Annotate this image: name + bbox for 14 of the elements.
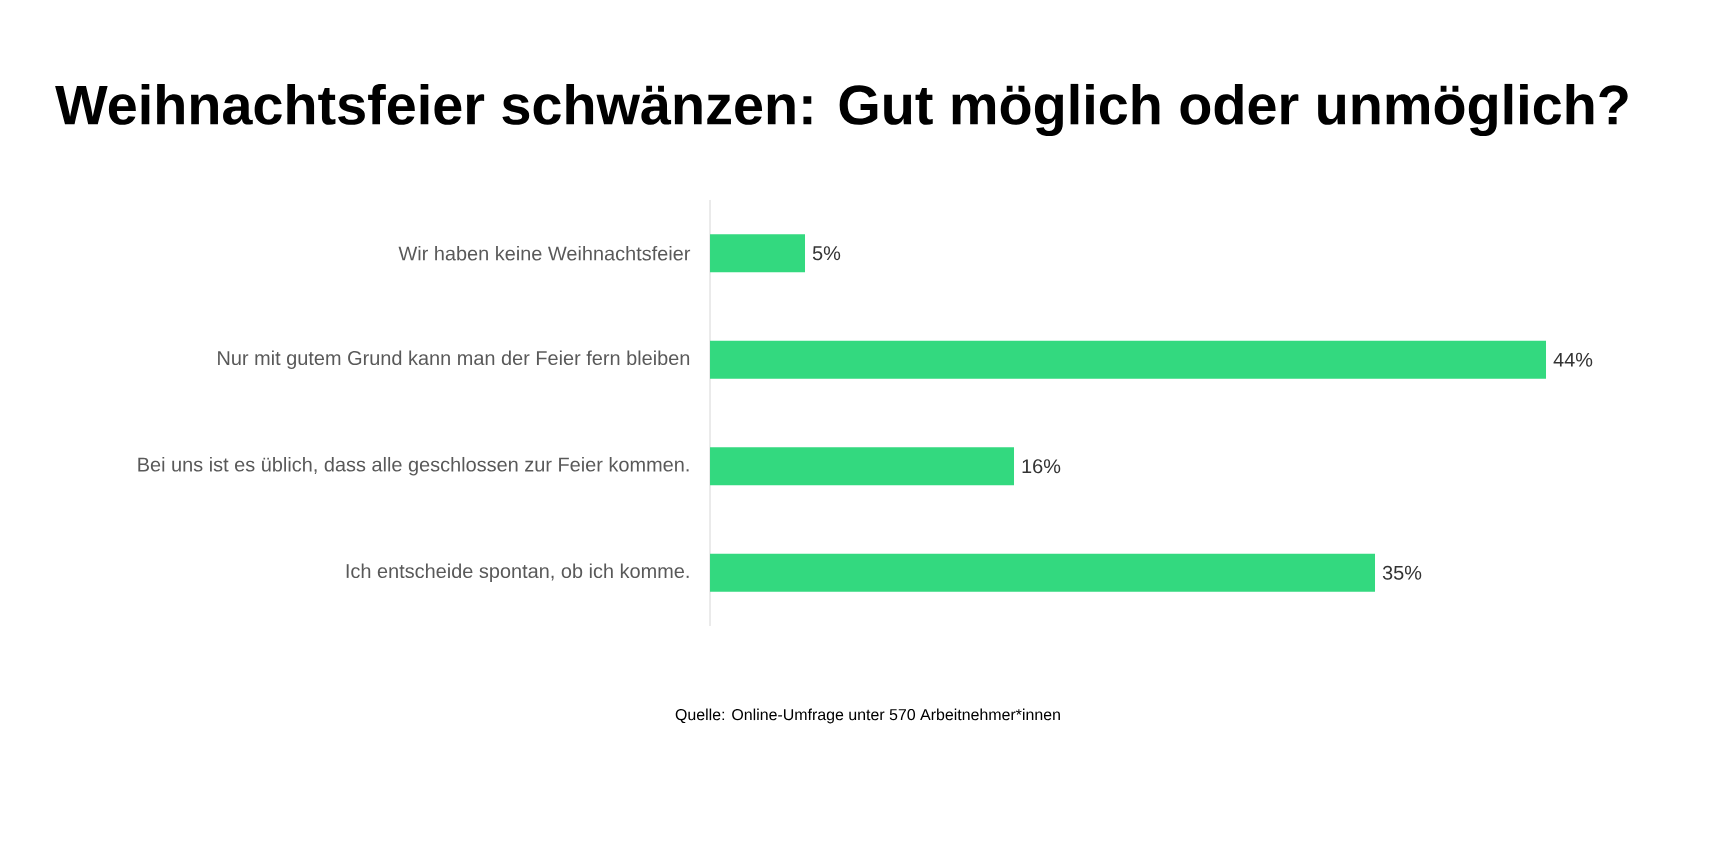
data-label: 35% bbox=[1382, 565, 1422, 580]
y-tick-label: Bei uns ist es üblich, dass alle geschlossen zur Feier kommen. bbox=[138, 456, 689, 476]
y-tick-label: Ich entscheide spontan, ob ich komme. bbox=[346, 563, 689, 583]
bar bbox=[710, 447, 1015, 486]
bar bbox=[710, 553, 1376, 592]
y-tick-label: Wir haben keine Weihnachtsfeier bbox=[398, 245, 691, 261]
data-label: 16% bbox=[1022, 459, 1061, 474]
data-label: 5% bbox=[812, 246, 841, 261]
source-note: Quelle: Online-Umfrage unter 570 Arbeitnehmer*innen bbox=[675, 708, 1060, 724]
data-label: 44% bbox=[1553, 352, 1593, 367]
chart-title: Weihnachtsfeier schwänzen: Gut möglich oder unmöglich? bbox=[55, 83, 1628, 137]
bar bbox=[710, 234, 806, 273]
y-tick-label: Nur mit gutem Grund kann man der Feier fern bleiben bbox=[218, 350, 690, 370]
bar bbox=[710, 340, 1547, 379]
